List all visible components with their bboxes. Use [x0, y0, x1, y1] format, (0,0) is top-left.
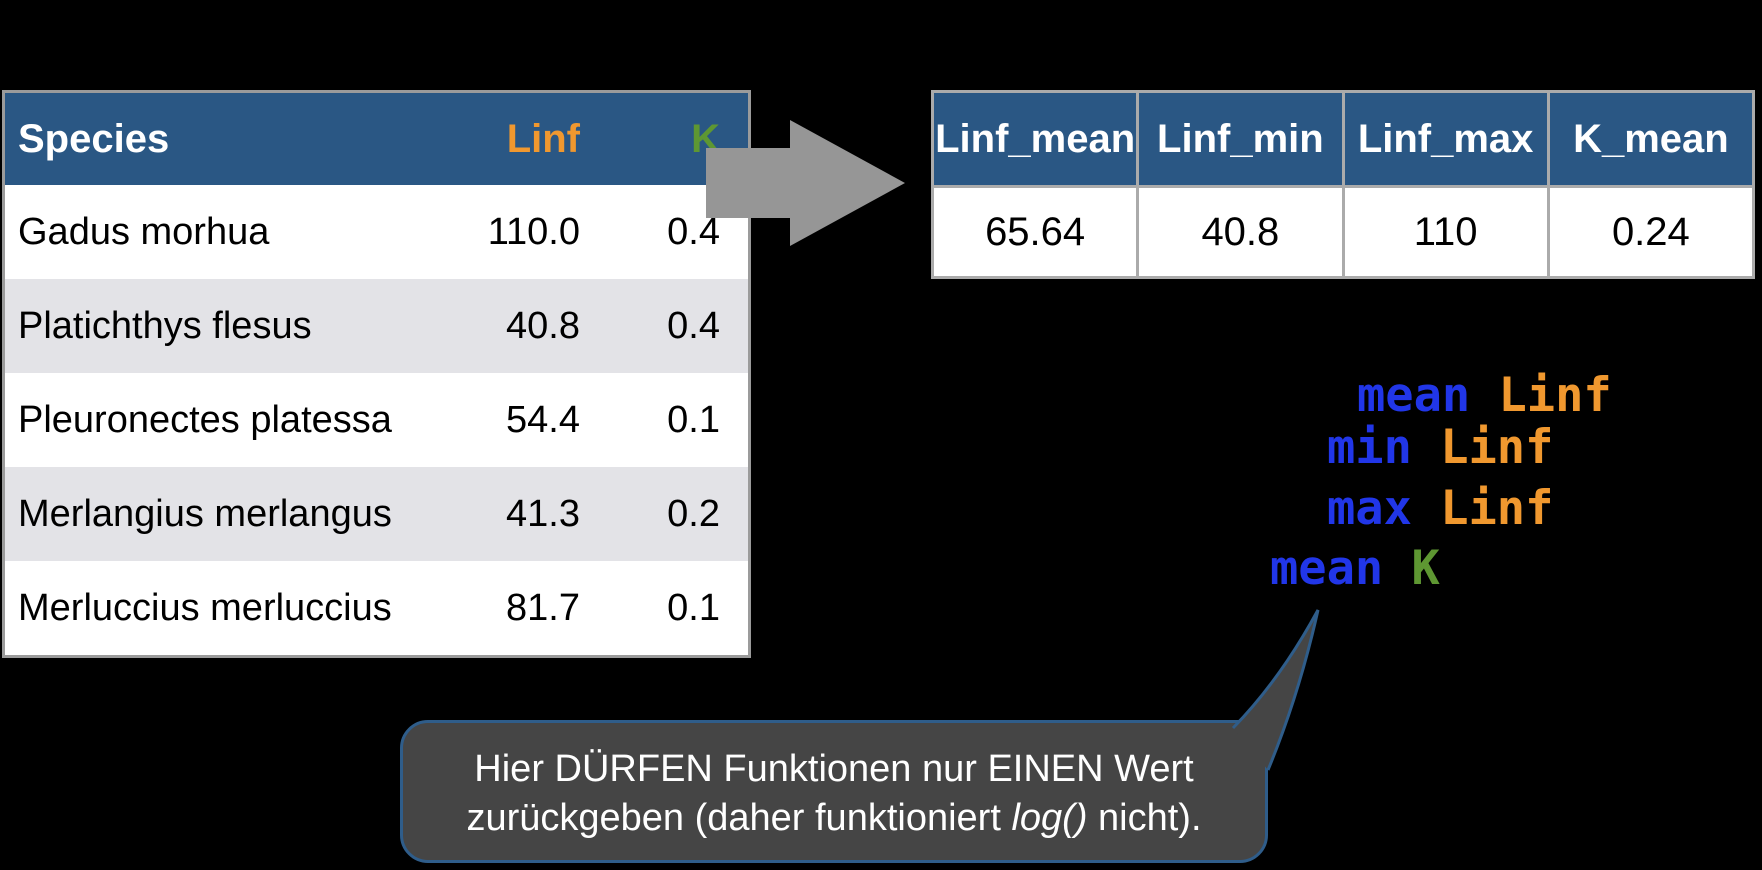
k-value: 0.1 — [667, 586, 720, 629]
code-argument: K — [1411, 541, 1440, 596]
linf-max-value: 110 — [1341, 185, 1550, 279]
linf-value: 41.3 — [506, 492, 580, 535]
linf-min-value: 40.8 — [1136, 185, 1345, 279]
right-arrow-icon — [706, 120, 905, 246]
code-argument: Linf — [1440, 481, 1554, 536]
k-value: 0.1 — [667, 398, 720, 441]
k-mean-value: 0.24 — [1546, 185, 1756, 279]
table-row: Platichthys flesus 40.8 0.4 — [3, 279, 750, 373]
summary-table-header-row: Linf_mean Linf_min Linf_max K_mean — [930, 90, 1756, 188]
species-name: Gadus morhua — [18, 210, 270, 253]
callout-line-2: zurückgeben (daher funktioniert log() ni… — [466, 797, 1202, 839]
linf-value: 54.4 — [506, 398, 580, 441]
code-function: mean — [1357, 368, 1471, 423]
linf-max-header: Linf_max — [1341, 90, 1550, 188]
species-name: Merlangius merlangus — [18, 492, 392, 535]
code-argument: Linf — [1440, 420, 1554, 475]
callout-line-1: Hier DÜRFEN Funktionen nur EINEN Wert — [474, 748, 1194, 790]
table-row: Merlangius merlangus 41.3 0.2 — [3, 467, 750, 561]
k-mean-header: K_mean — [1546, 90, 1756, 188]
code-line-min-linf: min Linf — [1327, 424, 1553, 471]
species-table: Species Linf K Gadus morhua 110.0 0.4 Pl… — [2, 90, 751, 658]
species-column-header: Species — [3, 91, 409, 185]
species-name: Platichthys flesus — [18, 304, 312, 347]
linf-value: 40.8 — [506, 304, 580, 347]
summary-values-row: 65.64 40.8 110 0.24 — [930, 185, 1756, 279]
summary-table: Linf_mean Linf_min Linf_max K_mean 65.64… — [930, 90, 1756, 279]
k-column-header: K — [610, 91, 750, 185]
table-row: Gadus morhua 110.0 0.4 — [3, 185, 750, 279]
code-line-mean-k: mean K — [1270, 545, 1440, 592]
log-function-mention: log() — [1011, 797, 1088, 839]
code-argument: Linf — [1498, 368, 1612, 423]
callout-tail-icon — [1231, 609, 1320, 771]
linf-mean-value: 65.64 — [930, 185, 1140, 279]
code-line-max-linf: max Linf — [1327, 485, 1553, 532]
callout-bubble: Hier DÜRFEN Funktionen nur EINEN Wert zu… — [400, 720, 1268, 863]
linf-mean-header: Linf_mean — [930, 90, 1140, 188]
k-value: 0.4 — [667, 304, 720, 347]
linf-column-header: Linf — [409, 91, 610, 185]
k-value: 0.2 — [667, 492, 720, 535]
linf-value: 110.0 — [487, 210, 580, 253]
species-name: Merluccius merluccius — [18, 586, 392, 629]
code-function: mean — [1270, 541, 1384, 596]
linf-value: 81.7 — [506, 586, 580, 629]
code-function: max — [1327, 481, 1412, 536]
table-row: Pleuronectes platessa 54.4 0.1 — [3, 373, 750, 467]
species-table-header-row: Species Linf K — [3, 91, 750, 185]
linf-min-header: Linf_min — [1136, 90, 1345, 188]
species-name: Pleuronectes platessa — [18, 398, 392, 441]
code-line-mean-linf: mean Linf — [1357, 372, 1612, 419]
code-function: min — [1327, 420, 1412, 475]
table-row: Merluccius merluccius 81.7 0.1 — [3, 561, 750, 657]
